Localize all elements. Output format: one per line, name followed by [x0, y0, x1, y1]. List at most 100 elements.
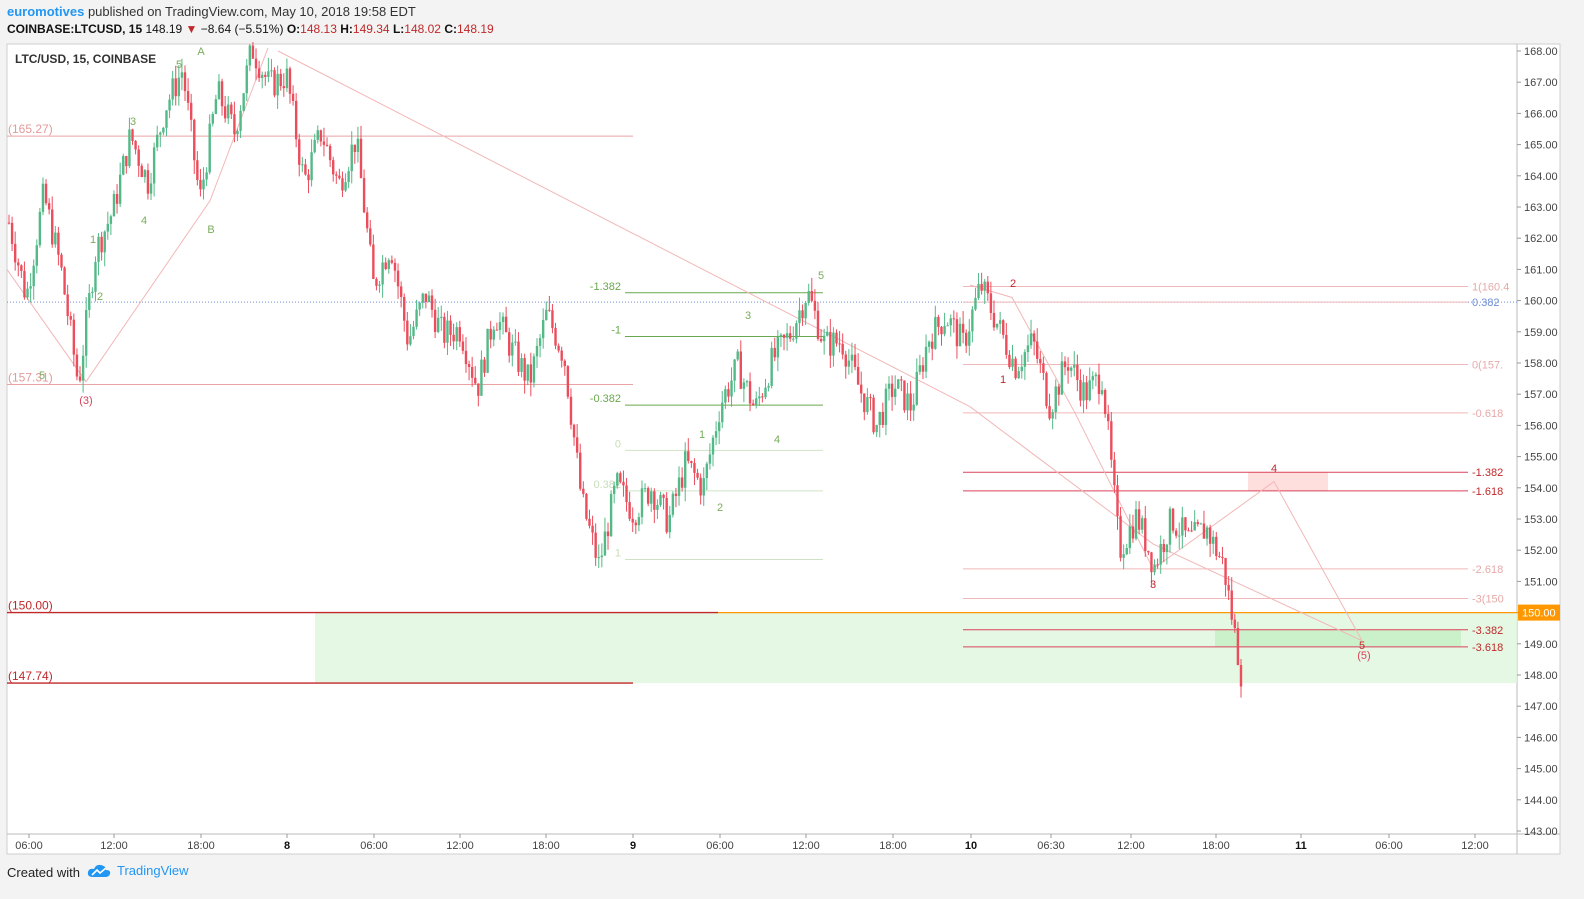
candle-body	[421, 293, 424, 303]
candle-body	[680, 477, 684, 488]
candle-body	[637, 517, 641, 526]
wave-label: 1	[1000, 374, 1006, 386]
candle-body	[890, 383, 894, 397]
candle-body	[149, 183, 153, 194]
candle-body	[332, 160, 335, 175]
chart-area[interactable]: 168.00 167.00 166.00 165.00 164.00 163.00 162.…	[0, 40, 1584, 857]
candle-body	[998, 320, 1002, 324]
y-tick-label: 149.00	[1524, 639, 1558, 651]
fib-level-label: 0(157.	[1472, 360, 1503, 372]
candle-body	[893, 388, 897, 397]
y-tick-label: 153.00	[1524, 514, 1558, 526]
candle-body	[279, 73, 282, 87]
candle-body	[88, 293, 91, 311]
candle-body	[1150, 552, 1153, 573]
candle-body	[986, 281, 990, 294]
candle-body	[1184, 517, 1187, 531]
x-tick-label: 11	[1295, 840, 1307, 852]
candle-body	[495, 329, 499, 331]
candle-body	[1069, 367, 1073, 371]
tradingview-link[interactable]: TradingView	[87, 863, 189, 878]
candle-body	[557, 345, 560, 351]
candle-body	[390, 260, 394, 263]
candle-body	[1140, 518, 1144, 530]
candle-body	[32, 265, 35, 287]
candle-body	[1020, 366, 1023, 372]
candle-body	[1190, 530, 1193, 532]
fib-level-label: 1	[615, 548, 621, 560]
price-chart[interactable]: 168.00 167.00 166.00 165.00 164.00 163.00 162.…	[0, 40, 1584, 857]
y-tick-label: 157.00	[1524, 389, 1558, 401]
candle-body	[693, 463, 696, 473]
candle-body	[322, 141, 326, 145]
candle-body	[566, 366, 570, 397]
candle-body	[1230, 590, 1233, 620]
y-tick-label: 156.00	[1524, 420, 1558, 432]
x-tick-label: 12:00	[446, 840, 474, 852]
candle-body	[449, 320, 452, 335]
candle-body	[1205, 527, 1209, 539]
candle-body	[900, 379, 903, 381]
candle-body	[656, 504, 659, 510]
candle-body	[205, 172, 208, 180]
candle-body	[480, 359, 483, 396]
candle-body	[501, 316, 505, 323]
candle-body	[690, 461, 693, 464]
candle-body	[208, 123, 211, 173]
candle-body	[483, 359, 486, 373]
candle-body	[520, 358, 523, 372]
candle-body	[193, 119, 196, 161]
candle-body	[532, 356, 536, 383]
y-tick-label: 147.00	[1524, 701, 1558, 713]
x-tick-label: 18:00	[879, 840, 907, 852]
candle-body	[291, 93, 295, 101]
candle-body	[118, 174, 122, 204]
candle-body	[1208, 527, 1212, 544]
candle-body	[869, 397, 872, 399]
candle-body	[1100, 390, 1104, 395]
candle-body	[69, 316, 72, 320]
candle-body	[446, 320, 449, 343]
candle-body	[776, 336, 780, 358]
candle-body	[282, 86, 286, 89]
candle-body	[804, 302, 807, 319]
candle-body	[795, 323, 798, 339]
candle-body	[835, 332, 838, 344]
y-tick-label: 155.00	[1524, 452, 1558, 464]
candle-body	[946, 325, 949, 327]
price-level-label: (147.74)	[8, 669, 53, 683]
candle-body	[1153, 564, 1156, 573]
wave-label: 3	[745, 310, 751, 322]
candle-body	[51, 209, 54, 245]
candle-body	[310, 152, 313, 181]
close-label: C:	[444, 22, 457, 36]
candle-body	[1002, 320, 1005, 335]
candle-body	[748, 381, 752, 404]
y-tick-label: 161.00	[1524, 264, 1558, 276]
candle-body	[724, 389, 727, 403]
candle-body	[650, 491, 653, 504]
candle-body	[1137, 509, 1141, 530]
author-link[interactable]: euromotives	[7, 4, 85, 19]
x-tick-label: 12:00	[1117, 840, 1145, 852]
candle-body	[103, 231, 106, 253]
y-tick-label: 164.00	[1524, 171, 1558, 183]
candle-body	[1113, 459, 1116, 486]
wave-label: A	[197, 46, 205, 58]
wave-line-left	[6, 47, 269, 383]
fib-level-label: -1.618	[1472, 486, 1503, 498]
plot-background	[6, 43, 1561, 855]
candle-body	[440, 316, 443, 318]
candle-body	[433, 309, 437, 333]
candle-body	[20, 265, 23, 271]
candle-body	[227, 104, 230, 119]
candle-body	[387, 260, 390, 270]
wave-label: 5	[1359, 640, 1365, 652]
candle-body	[1066, 367, 1070, 371]
candle-body	[603, 531, 607, 556]
candle-body	[489, 328, 492, 340]
candle-body	[554, 327, 557, 346]
candle-body	[1174, 530, 1178, 536]
candle-body	[643, 488, 647, 490]
candle-body	[1162, 543, 1166, 553]
